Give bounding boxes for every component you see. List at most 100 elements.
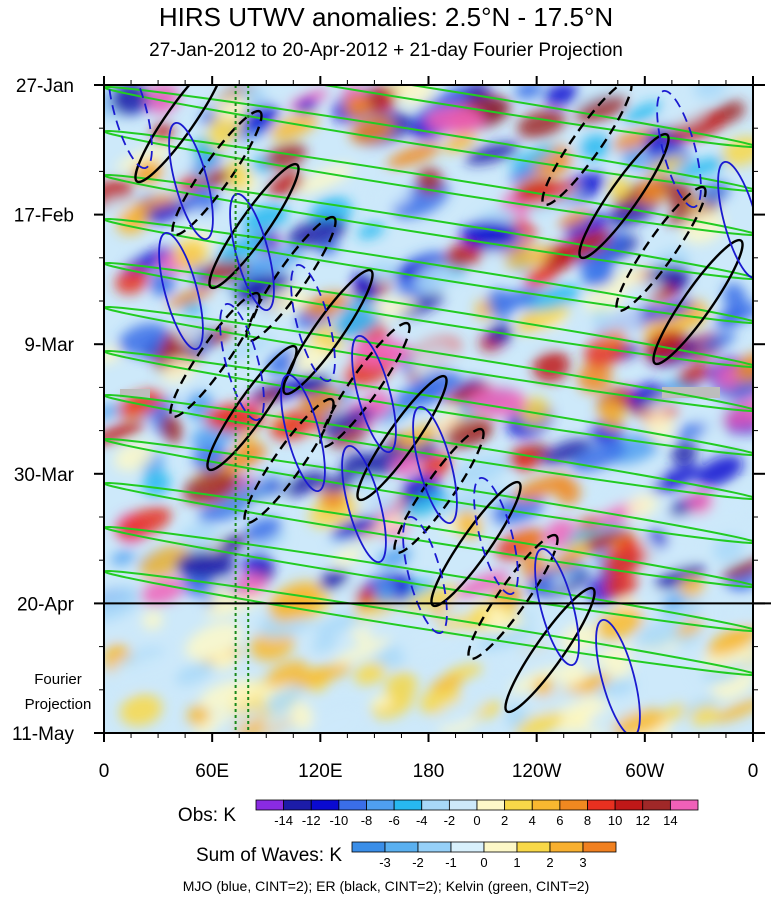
field-blob — [290, 701, 313, 731]
field-blob — [557, 210, 591, 228]
mjo-contour — [595, 618, 641, 733]
field-blob — [185, 622, 243, 661]
field-blob — [356, 487, 400, 516]
mjo-contour — [412, 405, 458, 525]
mjo-contour — [656, 89, 702, 209]
field-blob — [515, 711, 564, 733]
field-blob — [676, 619, 704, 637]
field-blob — [445, 418, 492, 449]
obs-colorbar-tick-label: -4 — [416, 813, 428, 828]
field-blob — [111, 550, 135, 566]
field-blob — [686, 490, 713, 515]
field-blob — [698, 331, 736, 353]
mjo-contour — [158, 231, 204, 351]
y-tick-label: 11-May — [12, 724, 74, 745]
field-blob — [541, 439, 592, 465]
field-blob — [400, 490, 451, 520]
field-blob — [119, 694, 163, 727]
field-blob — [681, 210, 725, 244]
obs-colorbar-tick-label: -14 — [274, 813, 293, 828]
field-blob — [700, 501, 753, 529]
field-blob — [184, 185, 218, 216]
field-blob — [256, 389, 283, 405]
obs-colorbar-swatch — [504, 799, 533, 811]
waves-colorbar-tick-label: -3 — [379, 855, 391, 870]
field-blob — [295, 98, 318, 114]
obs-colorbar-swatch — [310, 799, 340, 811]
waves-colorbar-swatch — [351, 841, 386, 853]
er-contour — [134, 85, 226, 184]
field-blob — [433, 697, 485, 728]
field-blob — [386, 143, 441, 168]
field-blob — [397, 292, 445, 318]
field-extreme-blob — [175, 551, 235, 579]
obs-colorbar-swatch — [366, 799, 395, 811]
field-blob — [587, 702, 639, 732]
field-blob — [391, 454, 420, 476]
obs-colorbar-tick-label: -8 — [361, 813, 373, 828]
obs-colorbar-swatch — [393, 799, 423, 811]
field-blob — [575, 95, 628, 123]
x-tick-label: 0 — [99, 761, 110, 782]
field-blob — [676, 157, 727, 179]
er-contour — [467, 533, 559, 661]
field-blob — [438, 718, 477, 733]
obs-colorbar-tick-label: 2 — [501, 813, 508, 828]
obs-colorbar-swatch — [642, 799, 671, 811]
field-blob — [215, 482, 274, 510]
field-blob — [119, 652, 179, 683]
field-blob — [319, 569, 349, 591]
obs-colorbar-label: Obs: K — [178, 805, 236, 826]
field-blob — [714, 698, 753, 723]
field-blob — [650, 300, 695, 322]
field-blob — [399, 626, 460, 661]
er-contour — [245, 215, 337, 343]
field-blob — [667, 111, 728, 142]
field-blob — [611, 268, 644, 289]
mjo-contour — [168, 121, 214, 241]
field-blob — [414, 262, 455, 293]
obs-colorbar-tick-label: 10 — [608, 813, 622, 828]
field-blob — [465, 142, 520, 165]
field-blobs — [104, 85, 753, 733]
waves-colorbar-tick-label: -2 — [412, 855, 424, 870]
field-blob — [344, 94, 372, 119]
contour-legend-note: MJO (blue, CINT=2); ER (black, CINT=2); … — [182, 878, 590, 894]
obs-colorbar-tick-label: 8 — [584, 813, 591, 828]
field-blob — [519, 396, 550, 426]
field-blob — [270, 112, 319, 141]
field-blob — [174, 237, 209, 269]
y-tick-label: 30-Mar — [14, 465, 75, 486]
obs-colorbar-tick-label: -6 — [388, 813, 400, 828]
field-blob — [367, 259, 397, 285]
mjo-contour — [717, 160, 753, 280]
obs-colorbar-swatch — [448, 799, 478, 811]
field-blob — [522, 284, 582, 312]
obs-colorbar-swatch — [255, 799, 285, 811]
field-blob — [234, 572, 268, 598]
waves-colorbar-swatch — [549, 841, 584, 853]
mjo-contour — [351, 334, 397, 454]
field-blob — [523, 181, 577, 206]
obs-colorbar-tick-label: -10 — [329, 813, 348, 828]
field-blob — [710, 671, 753, 701]
field-blob — [721, 558, 753, 580]
field-blob — [265, 143, 307, 170]
x-tick-label: 120E — [298, 761, 342, 782]
waves-colorbar-tick-label: -1 — [445, 855, 457, 870]
mjo-contour — [280, 373, 326, 493]
er-contour — [206, 344, 298, 472]
field-blob — [701, 642, 753, 670]
waves-colorbar-swatch — [516, 841, 551, 853]
x-tick-label: 120W — [512, 761, 562, 782]
field-blob — [306, 707, 365, 733]
er-contour — [652, 238, 744, 366]
obs-colorbar-swatch — [614, 799, 644, 811]
field-blob — [270, 590, 318, 623]
field-blob — [607, 476, 660, 504]
field-blob — [104, 587, 143, 623]
field-blob — [608, 176, 630, 200]
field-blob — [651, 464, 701, 493]
field-blob — [626, 493, 658, 518]
field-blob — [202, 168, 231, 188]
